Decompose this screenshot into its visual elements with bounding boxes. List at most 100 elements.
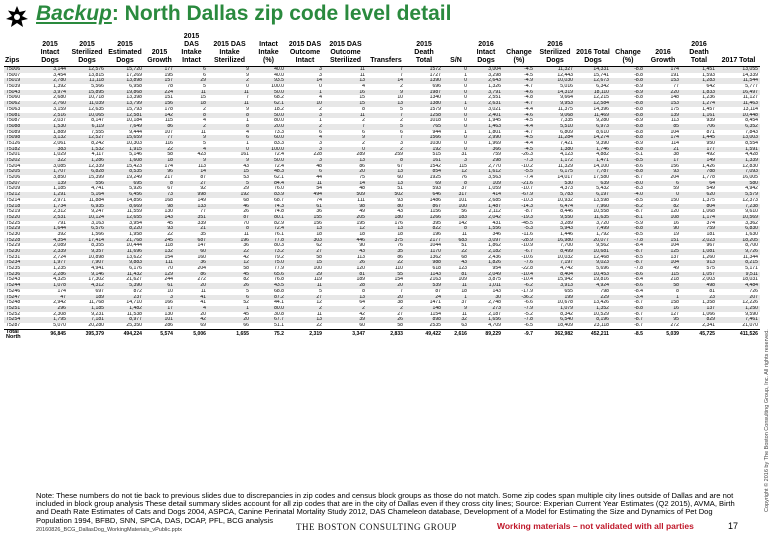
table-cell: 18,409 — [557, 322, 573, 328]
table-cell: 3,875 — [488, 277, 501, 283]
table-cell: 898 — [405, 317, 443, 323]
table-cell: 1 — [645, 294, 681, 301]
column-header: 2016 Intact Dogs — [469, 33, 503, 67]
table-cell: 2,770 — [488, 163, 501, 169]
table-cell: 10,030 — [535, 78, 575, 85]
table-cell: 11,127 — [742, 95, 758, 101]
table-cell: 28 — [324, 283, 367, 289]
total-cell: -8.5 — [611, 328, 645, 341]
table-cell: 286 — [164, 322, 174, 328]
table-cell: 5,510 — [535, 123, 575, 130]
table-cell: 10,681 — [575, 249, 611, 255]
table-cell: 1,532 — [68, 146, 106, 153]
table-cell: -10.7 — [521, 186, 533, 192]
table-cell: -8.7 — [634, 300, 643, 306]
table-cell: 414 — [469, 192, 503, 198]
footnote: Note: These numbers do not tie back to p… — [36, 491, 735, 525]
table-cell: 68 — [461, 254, 467, 260]
table-cell: 26 — [324, 260, 367, 267]
table-cell: -8.5 — [634, 254, 643, 260]
table-cell: 18,205 — [717, 237, 760, 244]
table-cell: 64 — [359, 300, 365, 306]
table-cell: 1390 — [405, 78, 443, 85]
table-cell: 7 — [246, 95, 249, 101]
table-cell: 180 — [367, 214, 405, 221]
table-cell: 27 — [286, 294, 324, 301]
table-row: 75182 383 1,532 1,915 22 4 0 100.0 3 0 2 192 0 366 -4.… — [4, 146, 760, 153]
table-cell: 93 — [397, 197, 403, 203]
table-cell: 11,696 — [106, 249, 144, 255]
table-cell: 383 — [32, 146, 68, 153]
table-cell: 107 — [164, 129, 174, 135]
table-row: 75243 4,325 17,302 21,627 244 272 82 76.8 119 189… — [4, 277, 760, 283]
zip-code-cell: 75229 — [4, 226, 32, 232]
zip-code-cell: 75209 — [6, 186, 21, 192]
table-cell: 967 — [706, 243, 716, 249]
table-cell: 593 — [432, 186, 442, 192]
total-cell: 452,211 — [575, 328, 611, 341]
table-cell: 111 — [357, 197, 365, 203]
table-cell: 12,215 — [593, 95, 609, 101]
zip-code-cell: 75006 — [4, 66, 32, 73]
zip-code-cell: 75081 — [4, 112, 32, 119]
table-cell: 75 — [359, 175, 365, 181]
table-cell: 10,184 — [126, 118, 142, 124]
table-cell: 20 — [175, 283, 208, 289]
table-cell: 245 — [144, 237, 175, 244]
table-cell: 4 — [175, 305, 208, 312]
table-cell: -8.7 — [634, 311, 643, 317]
table-cell: 63 — [461, 322, 467, 328]
table-cell: 56 — [461, 209, 467, 215]
table-cell: 4,354 — [32, 237, 68, 244]
table-cell: -8.9 — [634, 84, 643, 90]
table-cell: 3 — [286, 146, 324, 153]
table-cell: 36 — [175, 260, 208, 267]
table-cell: 7 — [367, 66, 405, 73]
table-cell: 1,260 — [702, 254, 715, 260]
table-cell: 14,100 — [593, 163, 609, 169]
table-cell: 8 — [208, 112, 251, 119]
table-row: 75248 2,942 11,768 14,710 166 41 52 44.1 12 64 38 1… — [4, 300, 760, 306]
table-cell: -8.9 — [634, 140, 643, 146]
table-cell: 1,235 — [53, 266, 66, 272]
table-cell: 13,799 — [106, 101, 144, 107]
table-cell: -7.4 — [524, 175, 533, 181]
column-header: 2016 Total Dogs — [575, 33, 611, 67]
table-cell: 5,390 — [106, 283, 144, 289]
table-cell: -6.5 — [524, 322, 533, 328]
table-cell: 1 — [443, 294, 469, 301]
table-cell: 196 — [208, 237, 251, 244]
table-cell: 18 — [461, 288, 467, 294]
table-cell: -10.4 — [521, 277, 533, 283]
table-cell: 339 — [197, 220, 207, 226]
table-cell: 174 — [164, 163, 174, 169]
table-cell: 9 — [208, 158, 251, 164]
table-cell: 1,066 — [702, 311, 715, 317]
table-cell: -7.8 — [634, 266, 643, 272]
table-cell: 7 — [400, 72, 403, 78]
table-cell: 4,882 — [596, 152, 609, 158]
zip-code-cell: 75007 — [6, 72, 21, 78]
table-cell: 14 — [324, 180, 367, 187]
table-cell: 49 — [673, 266, 679, 272]
zip-code-cell: 75229 — [6, 243, 21, 249]
table-cell: 60 — [175, 249, 208, 255]
table-cell: 7 — [367, 135, 405, 141]
table-cell: 29 — [175, 78, 208, 85]
table-cell: 11 — [286, 283, 324, 289]
table-cell: 0 — [443, 135, 469, 141]
table-cell: 1,236 — [702, 95, 715, 101]
table-cell: 1,612 — [469, 169, 503, 176]
table-cell: 11 — [286, 180, 324, 187]
table-cell: 153 — [645, 78, 681, 85]
table-cell: 220 — [645, 89, 681, 96]
table-cell: 13 — [367, 169, 405, 176]
table-cell: 142 — [144, 112, 175, 119]
table-cell: 11,327 — [535, 66, 575, 73]
table-cell: -19.3 — [503, 214, 535, 221]
zip-code-cell: 75062 — [4, 101, 32, 107]
table-cell: 86 — [175, 271, 208, 278]
table-cell: 549 — [706, 186, 716, 192]
table-cell: 655 — [564, 288, 574, 294]
table-cell: 2535 — [429, 322, 441, 328]
